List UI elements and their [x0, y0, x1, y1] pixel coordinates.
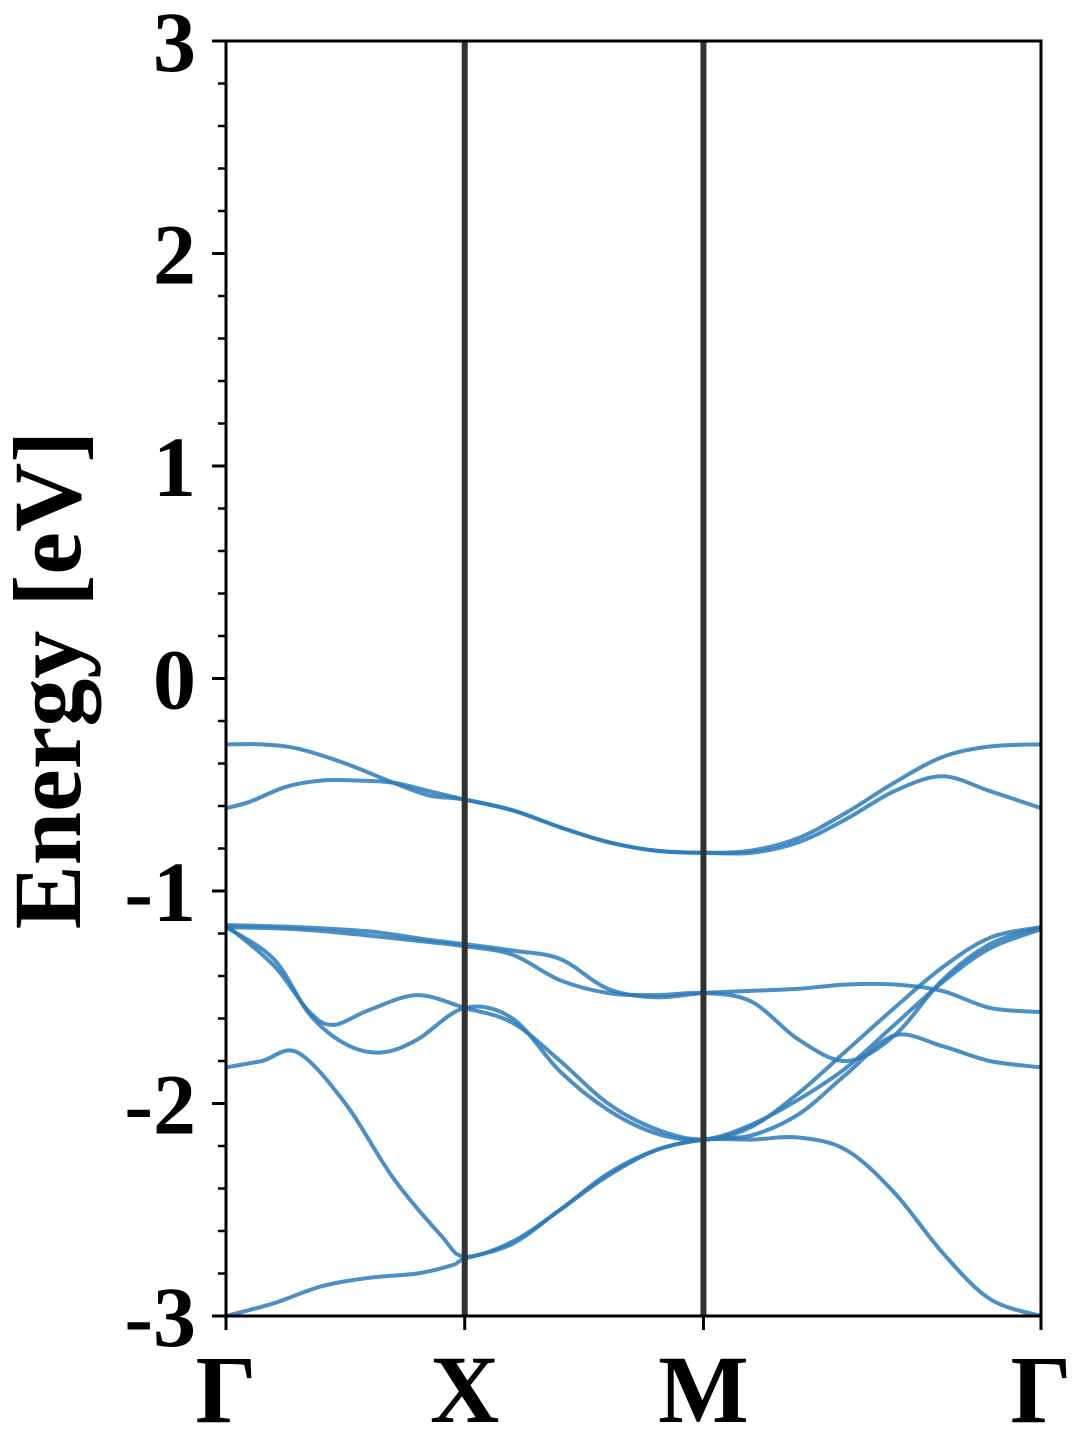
band-line-2	[226, 774, 1041, 856]
band-line-6	[226, 925, 1041, 1142]
x-tick-label-X: X	[430, 1336, 499, 1440]
band-line-3	[226, 923, 1041, 1015]
y-tick-label: 3	[153, 0, 196, 90]
band-line-7	[226, 1048, 1041, 1316]
y-tick-label: -1	[124, 844, 196, 940]
x-tick-label-Γ: Γ	[195, 1336, 256, 1440]
band-lines	[226, 742, 1041, 1316]
y-tick-label: -3	[124, 1269, 196, 1365]
y-tick-label: 0	[153, 632, 196, 728]
y-axis-label: Energy [eV]	[0, 431, 101, 930]
y-tick-label: 1	[153, 419, 196, 515]
x-tick-label-Γ: Γ	[1010, 1336, 1071, 1440]
band-line-5	[226, 923, 1041, 1142]
y-ticks: -3 -2 -1 0 1 2 3	[124, 0, 226, 1365]
y-tick-label: -2	[124, 1057, 196, 1153]
band-line-1	[226, 742, 1041, 855]
x-tick-label-M: M	[658, 1336, 749, 1440]
high-symmetry-lines	[461, 41, 707, 1316]
y-tick-label: 2	[153, 207, 196, 303]
band-line-8	[226, 1032, 1041, 1316]
band-line-4	[226, 925, 1041, 1064]
